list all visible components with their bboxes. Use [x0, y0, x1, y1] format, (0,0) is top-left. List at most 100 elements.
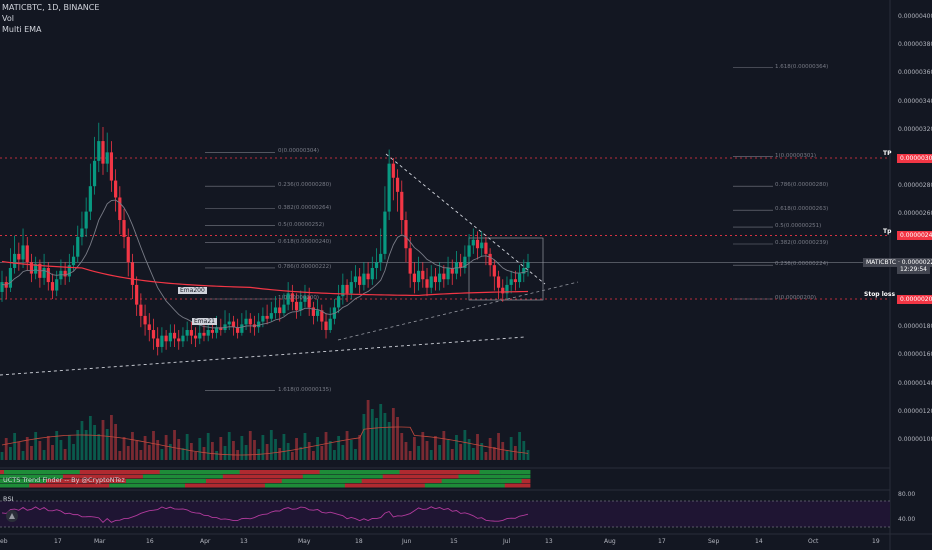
price-tag[interactable]: 0.00000245: [897, 231, 932, 241]
trend-finder-cell: [33, 470, 39, 474]
trend-finder-cell: [479, 479, 485, 483]
symbol-title[interactable]: MATICBTC, 1D, BINANCE: [2, 3, 100, 12]
price-tag[interactable]: 12:29:54: [897, 264, 930, 274]
trend-finder-cell: [193, 470, 198, 474]
trend-finder-cell: [256, 483, 262, 488]
trend-finder-cell: [75, 474, 81, 479]
fib-left-label: 0.786(0.00000222): [278, 263, 332, 270]
candle-body: [160, 335, 164, 347]
trend-finder-cell: [172, 470, 177, 474]
trend-finder-cell: [25, 470, 30, 474]
price-tag[interactable]: MATICBTC · 0.00000226: [863, 257, 932, 267]
candle-body: [172, 332, 177, 339]
trend-finder-cell: [62, 474, 68, 479]
candle-body: [236, 327, 240, 333]
candle-body: [88, 186, 92, 212]
trend-finder-cell: [277, 479, 283, 483]
trend-finder-cell: [492, 479, 497, 483]
trend-finder-cell: [319, 474, 325, 479]
price-tag[interactable]: 0.00000200: [897, 294, 932, 304]
trend-finder-cell: [521, 483, 527, 488]
level-side-label: Tp: [883, 227, 892, 235]
ema-indicator-label[interactable]: Multi EMA: [2, 25, 42, 34]
volume-bar: [505, 451, 509, 460]
trend-finder-cell: [138, 470, 144, 474]
trend-finder-cell: [92, 474, 97, 479]
trend-finder-cell: [290, 479, 295, 483]
candle-body: [341, 284, 345, 297]
trend-finder-cell: [264, 483, 270, 488]
trend-finder-cell: [109, 483, 114, 488]
trend-finder-cell: [193, 479, 198, 483]
ema200-label: Ema200: [178, 287, 207, 294]
trend-finder-cell: [197, 479, 203, 483]
fib-right-label: 0.236(0.00000224): [775, 261, 829, 268]
trend-finder-cell: [315, 479, 320, 483]
trend-finder-cell: [407, 474, 413, 479]
trend-finder-cell: [361, 470, 367, 474]
trend-finder-cell: [62, 483, 68, 488]
trend-finder-cell: [142, 470, 148, 474]
volume-bar: [227, 432, 231, 460]
candle-body: [219, 327, 223, 331]
trend-finder-cell: [252, 479, 257, 483]
candle-body: [446, 267, 450, 280]
volume-bar: [488, 438, 492, 460]
time-axis-tick: 14: [755, 538, 763, 545]
trend-finder-cell: [58, 470, 64, 474]
trend-finder-cell: [290, 470, 295, 474]
trend-finder-cell: [412, 474, 417, 479]
fib-left-label: 0.236(0.00000280): [278, 182, 332, 189]
trend-finder-cell: [33, 483, 39, 488]
trend-finder-cell: [361, 483, 367, 488]
trend-finder-cell: [50, 470, 55, 474]
trend-finder-cell: [332, 483, 337, 488]
volume-bar: [269, 430, 273, 460]
trend-finder-cell: [273, 479, 278, 483]
candle-body: [257, 321, 261, 328]
trend-finder-cell: [471, 474, 476, 479]
candle-body: [13, 253, 17, 268]
trend-finder-label[interactable]: UCTS Trend Finder -- By @CryptoNTez: [3, 476, 125, 484]
trend-finder-cell: [67, 479, 72, 483]
volume-bar: [219, 437, 223, 460]
rsi-label[interactable]: RSI: [3, 495, 14, 503]
trend-finder-cell: [441, 479, 447, 483]
trend-finder-cell: [62, 470, 68, 474]
trend-finder-cell: [142, 479, 148, 483]
trend-finder-cell: [496, 483, 501, 488]
candle-body: [475, 239, 480, 249]
trend-finder-cell: [184, 474, 190, 479]
vol-indicator-label[interactable]: Vol: [2, 14, 14, 23]
trend-finder-cell: [420, 474, 426, 479]
volume-bar: [223, 446, 227, 460]
rsi-band: [0, 501, 890, 527]
candle-body: [181, 335, 185, 342]
candle-body: [358, 276, 362, 285]
trend-finder-cell: [323, 470, 329, 474]
trend-finder-cell: [319, 483, 325, 488]
trend-finder-cell: [483, 483, 489, 488]
trend-finder-cell: [285, 479, 291, 483]
candle-body: [29, 262, 34, 274]
candle-body: [105, 152, 109, 164]
volume-bar: [412, 437, 416, 460]
volume-bar: [177, 439, 181, 460]
trend-finder-cell: [79, 479, 85, 483]
trend-finder-cell: [399, 474, 405, 479]
trend-finder-cell: [294, 474, 299, 479]
price-axis-tick: 0.00000380: [898, 41, 932, 49]
trend-finder-cell: [159, 474, 165, 479]
trend-finder-cell: [517, 479, 522, 483]
volume-bar: [185, 434, 189, 460]
trend-finder-cell: [37, 470, 43, 474]
trend-finder-cell: [176, 474, 182, 479]
trend-finder-cell: [416, 479, 421, 483]
volume-bar: [17, 442, 21, 460]
volume-bar: [202, 447, 206, 460]
trend-finder-cell: [100, 470, 106, 474]
trend-finder-cell: [243, 474, 249, 479]
